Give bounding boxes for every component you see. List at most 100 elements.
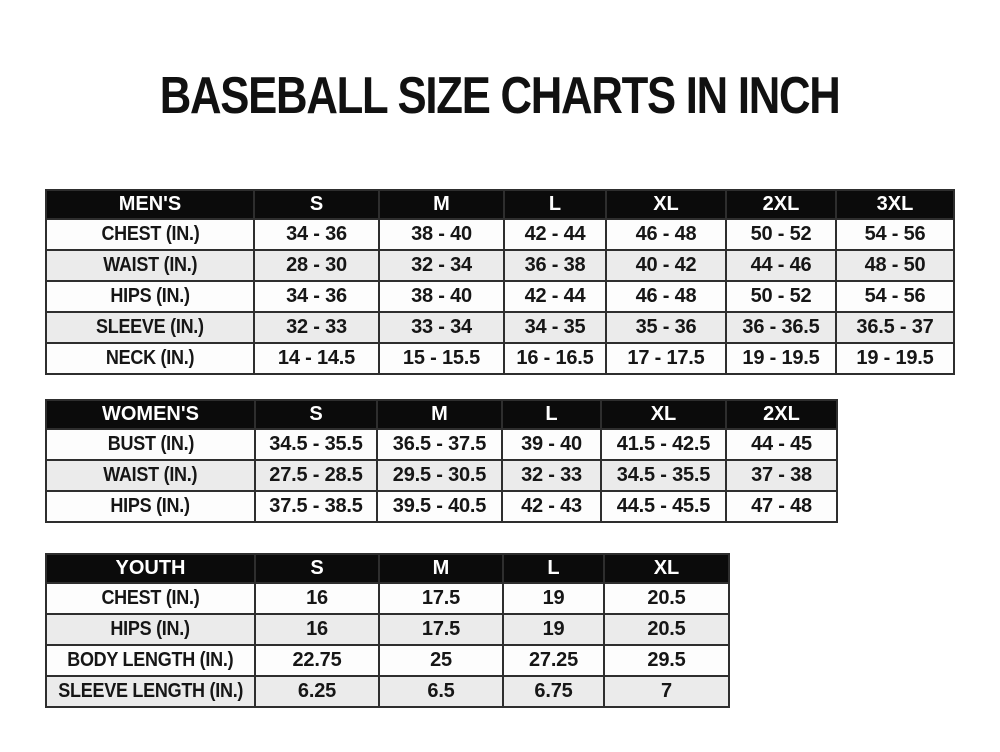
size-value-cell: 15 - 15.5 xyxy=(378,342,505,375)
size-value-cell: 34 - 36 xyxy=(253,218,380,251)
size-value-cell: 36.5 - 37 xyxy=(835,311,955,344)
row-label: BUST (IN.) xyxy=(45,428,256,461)
mens-sleeve-row: SLEEVE (IN.) 32 - 33 33 - 34 34 - 35 35 … xyxy=(45,311,955,344)
womens-hips-row: HIPS (IN.) 37.5 - 38.5 39.5 - 40.5 42 - … xyxy=(45,490,838,523)
size-value-cell: 41.5 - 42.5 xyxy=(600,428,727,461)
size-value-cell: 50 - 52 xyxy=(725,280,837,313)
size-value-cell: 50 - 52 xyxy=(725,218,837,251)
size-value-cell: 32 - 33 xyxy=(253,311,380,344)
size-value-cell: 46 - 48 xyxy=(605,218,727,251)
youth-sleeve-length-row: SLEEVE LENGTH (IN.) 6.25 6.5 6.75 7 xyxy=(45,675,730,708)
mens-size-table: MEN'S S M L XL 2XL 3XL CHEST (IN.) 34 - … xyxy=(45,189,955,375)
size-value-cell: 47 - 48 xyxy=(725,490,838,523)
mens-hips-row: HIPS (IN.) 34 - 36 38 - 40 42 - 44 46 - … xyxy=(45,280,955,313)
row-label: CHEST (IN.) xyxy=(45,218,255,251)
mens-neck-row: NECK (IN.) 14 - 14.5 15 - 15.5 16 - 16.5… xyxy=(45,342,955,375)
size-value-cell: 20.5 xyxy=(603,582,730,615)
size-value-cell: 29.5 xyxy=(603,644,730,677)
size-column-header-2xl: 2XL xyxy=(725,399,838,430)
size-value-cell: 33 - 34 xyxy=(378,311,505,344)
size-column-header-2xl: 2XL xyxy=(725,189,837,220)
youth-chest-row: CHEST (IN.) 16 17.5 19 20.5 xyxy=(45,582,730,615)
size-column-header-m: M xyxy=(378,553,504,584)
size-value-cell: 14 - 14.5 xyxy=(253,342,380,375)
size-value-cell: 16 xyxy=(254,613,380,646)
size-value-cell: 38 - 40 xyxy=(378,218,505,251)
size-column-header-xl: XL xyxy=(603,553,730,584)
youth-size-table: YOUTH S M L XL CHEST (IN.) 16 17.5 19 20… xyxy=(45,553,730,708)
size-value-cell: 16 - 16.5 xyxy=(503,342,607,375)
row-label: SLEEVE (IN.) xyxy=(45,311,255,344)
size-value-cell: 6.75 xyxy=(502,675,605,708)
size-value-cell: 39.5 - 40.5 xyxy=(376,490,503,523)
row-label: HIPS (IN.) xyxy=(45,613,256,646)
size-value-cell: 48 - 50 xyxy=(835,249,955,282)
row-label: HIPS (IN.) xyxy=(45,280,255,313)
womens-waist-row: WAIST (IN.) 27.5 - 28.5 29.5 - 30.5 32 -… xyxy=(45,459,838,492)
size-value-cell: 32 - 33 xyxy=(501,459,602,492)
size-value-cell: 35 - 36 xyxy=(605,311,727,344)
size-value-cell: 34 - 35 xyxy=(503,311,607,344)
youth-hips-row: HIPS (IN.) 16 17.5 19 20.5 xyxy=(45,613,730,646)
size-value-cell: 42 - 44 xyxy=(503,280,607,313)
size-column-header-xl: XL xyxy=(605,189,727,220)
size-value-cell: 36 - 38 xyxy=(503,249,607,282)
size-value-cell: 29.5 - 30.5 xyxy=(376,459,503,492)
size-column-header-l: L xyxy=(503,189,607,220)
row-label: CHEST (IN.) xyxy=(45,582,256,615)
size-column-header-s: S xyxy=(254,399,378,430)
size-value-cell: 36 - 36.5 xyxy=(725,311,837,344)
size-value-cell: 17.5 xyxy=(378,582,504,615)
size-column-header-m: M xyxy=(376,399,503,430)
size-value-cell: 36.5 - 37.5 xyxy=(376,428,503,461)
row-label: HIPS (IN.) xyxy=(45,490,256,523)
size-value-cell: 16 xyxy=(254,582,380,615)
size-value-cell: 38 - 40 xyxy=(378,280,505,313)
row-label: WAIST (IN.) xyxy=(45,249,255,282)
size-column-header-s: S xyxy=(253,189,380,220)
womens-header-row: WOMEN'S S M L XL 2XL xyxy=(45,399,838,430)
size-value-cell: 28 - 30 xyxy=(253,249,380,282)
size-value-cell: 6.25 xyxy=(254,675,380,708)
row-label: NECK (IN.) xyxy=(45,342,255,375)
size-column-header-l: L xyxy=(501,399,602,430)
size-column-header-xl: XL xyxy=(600,399,727,430)
size-value-cell: 27.25 xyxy=(502,644,605,677)
size-value-cell: 44 - 45 xyxy=(725,428,838,461)
size-value-cell: 7 xyxy=(603,675,730,708)
size-value-cell: 34 - 36 xyxy=(253,280,380,313)
size-value-cell: 20.5 xyxy=(603,613,730,646)
size-value-cell: 19 - 19.5 xyxy=(725,342,837,375)
size-value-cell: 44.5 - 45.5 xyxy=(600,490,727,523)
size-value-cell: 37.5 - 38.5 xyxy=(254,490,378,523)
row-label: SLEEVE LENGTH (IN.) xyxy=(45,675,256,708)
size-value-cell: 42 - 43 xyxy=(501,490,602,523)
size-value-cell: 54 - 56 xyxy=(835,218,955,251)
size-value-cell: 34.5 - 35.5 xyxy=(254,428,378,461)
row-label: WAIST (IN.) xyxy=(45,459,256,492)
size-value-cell: 19 - 19.5 xyxy=(835,342,955,375)
mens-group-header: MEN'S xyxy=(45,189,255,220)
size-value-cell: 25 xyxy=(378,644,504,677)
size-value-cell: 22.75 xyxy=(254,644,380,677)
mens-chest-row: CHEST (IN.) 34 - 36 38 - 40 42 - 44 46 -… xyxy=(45,218,955,251)
size-value-cell: 46 - 48 xyxy=(605,280,727,313)
youth-body-length-row: BODY LENGTH (IN.) 22.75 25 27.25 29.5 xyxy=(45,644,730,677)
size-value-cell: 6.5 xyxy=(378,675,504,708)
size-column-header-3xl: 3XL xyxy=(835,189,955,220)
size-value-cell: 17 - 17.5 xyxy=(605,342,727,375)
size-column-header-l: L xyxy=(502,553,605,584)
row-label: BODY LENGTH (IN.) xyxy=(45,644,256,677)
womens-size-table: WOMEN'S S M L XL 2XL BUST (IN.) 34.5 - 3… xyxy=(45,399,838,523)
size-value-cell: 39 - 40 xyxy=(501,428,602,461)
size-value-cell: 54 - 56 xyxy=(835,280,955,313)
size-value-cell: 34.5 - 35.5 xyxy=(600,459,727,492)
size-column-header-m: M xyxy=(378,189,505,220)
size-value-cell: 37 - 38 xyxy=(725,459,838,492)
size-value-cell: 19 xyxy=(502,613,605,646)
youth-group-header: YOUTH xyxy=(45,553,256,584)
youth-header-row: YOUTH S M L XL xyxy=(45,553,730,584)
size-value-cell: 19 xyxy=(502,582,605,615)
womens-bust-row: BUST (IN.) 34.5 - 35.5 36.5 - 37.5 39 - … xyxy=(45,428,838,461)
